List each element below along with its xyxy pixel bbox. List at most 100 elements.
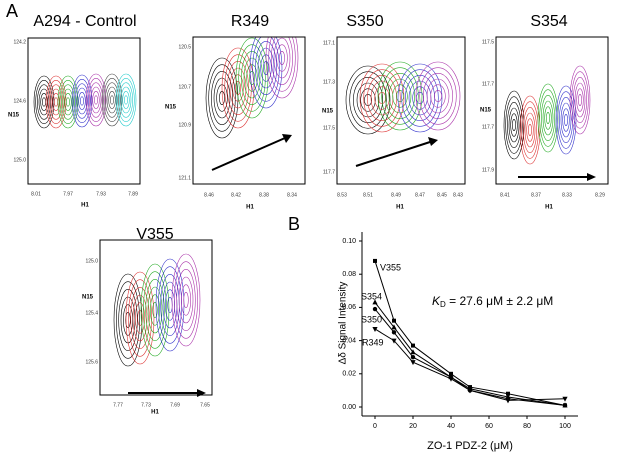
contour (539, 89, 557, 147)
contour (519, 95, 541, 165)
x-tick-label: 7.65 (200, 402, 210, 408)
point (372, 326, 378, 332)
contour (562, 108, 570, 132)
contour (37, 84, 51, 120)
y-tick-label: 124.6 (13, 98, 26, 104)
contour (249, 37, 283, 109)
contour (42, 97, 46, 107)
contour (90, 86, 102, 114)
spectrum-title: V355 (136, 226, 173, 243)
contour (122, 91, 130, 109)
contour (52, 93, 60, 111)
contour (167, 297, 173, 313)
y-tick-label: 120.5 (178, 44, 191, 50)
contour (363, 69, 401, 127)
contour (397, 63, 443, 133)
contour (385, 73, 415, 119)
annotation: KD = 27.6 μM ± 2.2 μM (432, 294, 553, 309)
x-tick-label: 8.51 (363, 192, 373, 198)
contour (246, 64, 258, 92)
contour (73, 79, 91, 123)
contour (71, 74, 93, 128)
contour (249, 71, 255, 85)
x-tick-label: 7.69 (170, 402, 180, 408)
contour (560, 102, 572, 138)
contour (528, 124, 532, 136)
spectrum-title: S350 (346, 13, 383, 30)
y-tick-label: 117.5 (323, 125, 335, 131)
contour (555, 85, 577, 155)
contour (38, 88, 50, 116)
contour (356, 82, 380, 118)
x-tick-label: 8.38 (259, 192, 269, 198)
contour (92, 91, 100, 109)
y-tick-label: 117.3 (323, 79, 335, 85)
x-axis-label: H1 (545, 205, 553, 211)
x-tick-label: 8.42 (231, 192, 241, 198)
x-tick-label: 8.43 (453, 192, 463, 198)
contour (87, 78, 105, 122)
contour (359, 63, 405, 133)
y-tick-label: 0.10 (342, 238, 356, 245)
panel-label: B (288, 214, 300, 234)
x-tick-label: 8.49 (391, 192, 401, 198)
contour (49, 84, 63, 120)
x-tick-label: 7.77 (113, 402, 123, 408)
contour (66, 97, 70, 107)
point (467, 388, 473, 394)
contour (576, 88, 584, 112)
contour (120, 86, 132, 114)
y-tick-label: 117.5 (482, 39, 494, 45)
contour (130, 287, 150, 349)
contour (106, 86, 118, 114)
point (391, 330, 397, 335)
contour (510, 113, 518, 137)
contour (524, 112, 536, 148)
contour (40, 93, 48, 111)
y-axis-label: Δδ Signal Intensity (338, 282, 349, 365)
x-tick-label: 100 (559, 423, 571, 430)
x-tick-label: 8.01 (31, 191, 41, 197)
contour (377, 61, 423, 131)
spectrum-frame (99, 239, 213, 396)
contour (171, 253, 201, 347)
spectrum-frame (192, 36, 306, 185)
contour (273, 37, 291, 79)
peak-group (113, 253, 201, 367)
contour (381, 67, 419, 125)
contour (401, 69, 439, 127)
x-tick-label: 8.33 (562, 192, 572, 198)
y-tick-label: 125.0 (85, 258, 98, 264)
contour (123, 304, 133, 336)
contour (211, 71, 233, 125)
contour (276, 44, 288, 72)
contour (143, 271, 167, 349)
y-tick-label: 0.06 (342, 304, 356, 311)
contour (392, 84, 408, 108)
contour (255, 41, 277, 95)
point (391, 338, 397, 344)
y-tick-label: 121.1 (178, 175, 191, 181)
y-tick-label: 0.04 (342, 337, 356, 344)
contour (345, 65, 391, 135)
contour (125, 271, 155, 365)
contour (150, 294, 160, 326)
contour (546, 112, 550, 124)
contour (145, 279, 165, 341)
contour (569, 65, 591, 135)
y-tick-label: 124.2 (13, 39, 26, 45)
contour (578, 94, 582, 106)
contour (33, 75, 55, 129)
contour (80, 96, 84, 106)
contour (85, 73, 107, 127)
contours (33, 37, 591, 367)
contour (105, 82, 119, 118)
contour (125, 312, 131, 328)
x-axis-label: H1 (246, 205, 254, 211)
contour (124, 95, 128, 105)
contour (238, 44, 266, 112)
x-tick-label: 60 (485, 423, 493, 430)
peak-group (345, 61, 461, 135)
point (372, 306, 378, 312)
y-tick-label: 117.7 (482, 124, 494, 130)
